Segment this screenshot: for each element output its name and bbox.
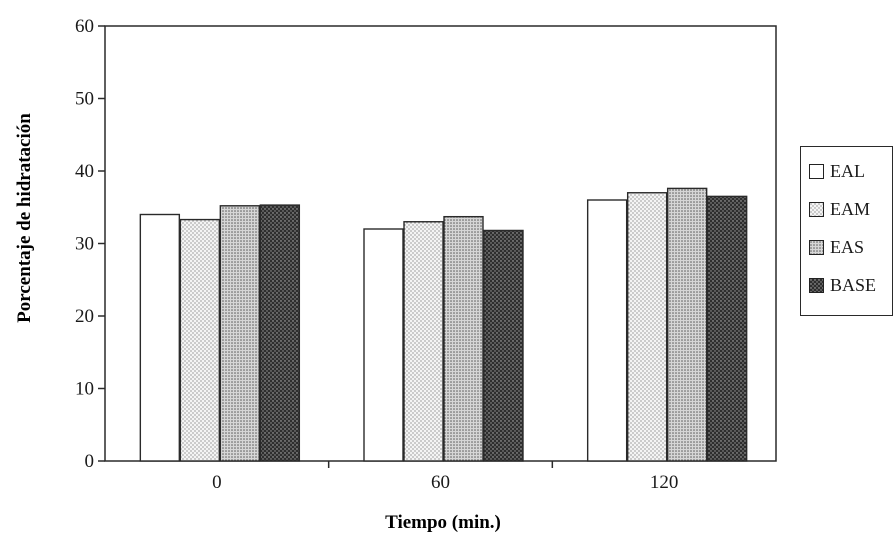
y-tick-label: 30: [75, 234, 94, 255]
legend-item: EAM: [809, 199, 870, 219]
x-tick-label: 60: [431, 472, 450, 493]
bar-base-120: [706, 195, 748, 462]
legend-swatch: [809, 201, 824, 217]
bar-eas-60: [443, 215, 484, 462]
y-tick-label: 0: [85, 451, 95, 472]
bar-eam-120: [626, 192, 668, 462]
bar-eal-0: [139, 213, 181, 462]
legend-swatch: [809, 277, 824, 293]
y-axis: 0 10 20 30 40 50 60: [75, 16, 105, 472]
legend-item: BASE: [809, 275, 876, 295]
legend: EAL EAM EAS BASE: [800, 146, 893, 316]
bar-base-0: [259, 204, 301, 462]
y-tick-label: 20: [75, 306, 94, 327]
legend-item: EAL: [809, 161, 865, 181]
legend-label: EAL: [830, 161, 865, 181]
legend-label: BASE: [830, 275, 877, 295]
bar-eam-0: [179, 218, 221, 462]
y-tick-label: 40: [75, 161, 94, 182]
y-axis-label: Porcentaje de hidratación: [14, 113, 35, 323]
bar-eal-120: [586, 199, 628, 462]
x-axis: 0 60 120: [212, 461, 678, 493]
legend-label: EAS: [830, 237, 865, 257]
y-tick-label: 60: [75, 16, 94, 37]
legend-swatch: [809, 239, 824, 255]
y-tick-label: 10: [75, 379, 94, 400]
bar-base-60: [483, 229, 524, 462]
bars: [139, 187, 748, 462]
bar-eas-0: [219, 205, 261, 462]
legend-label: EAM: [830, 199, 870, 219]
bar-eal-60: [363, 228, 404, 462]
y-tick-label: 50: [75, 89, 94, 110]
legend-swatch: [809, 163, 824, 179]
bar-eas-120: [666, 187, 708, 462]
x-axis-label: Tiempo (min.): [385, 512, 501, 533]
bar-eam-60: [403, 221, 444, 462]
legend-item: EAS: [809, 237, 864, 257]
x-tick-label: 0: [212, 472, 222, 493]
x-tick-label: 120: [650, 472, 679, 493]
